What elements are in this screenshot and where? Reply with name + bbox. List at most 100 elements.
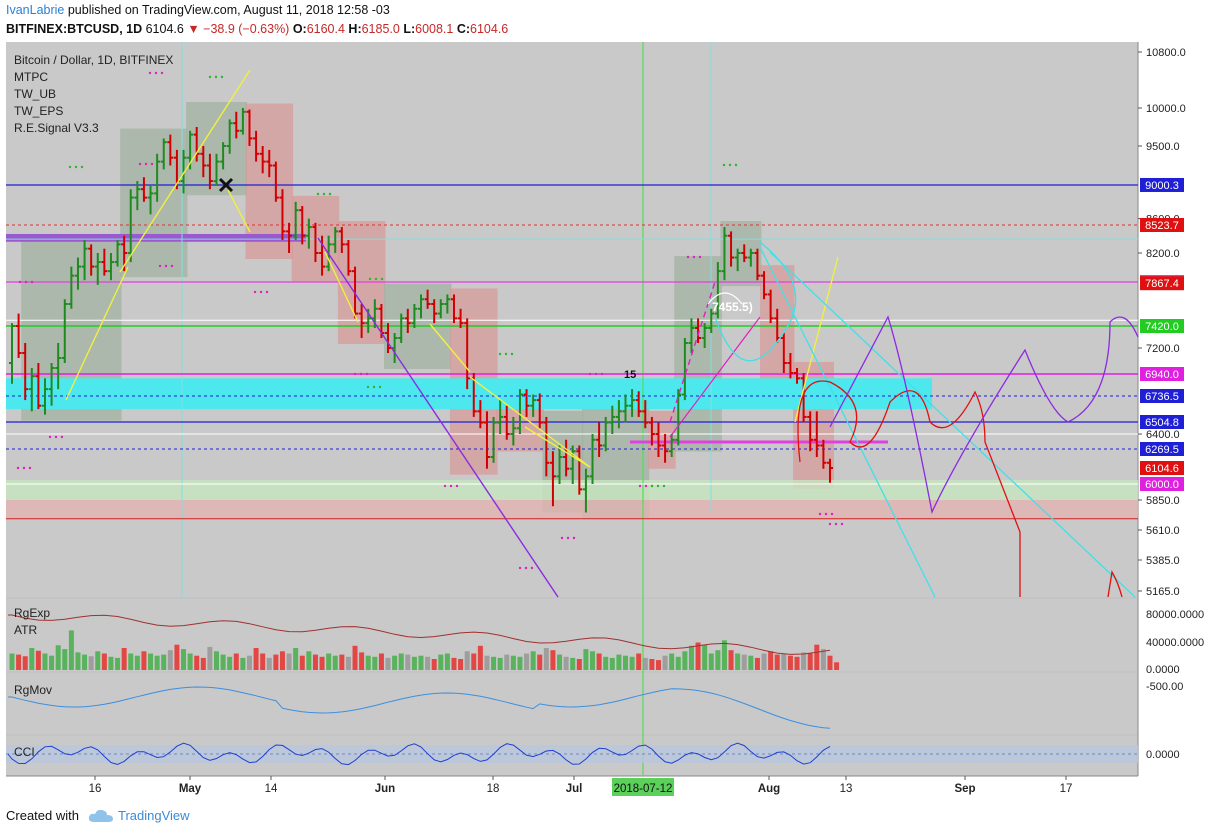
price-label: 7867.4 — [1145, 278, 1179, 290]
ohlc-bar — [483, 411, 490, 469]
price-label-bg — [1140, 442, 1184, 456]
signal-dot — [818, 512, 822, 516]
ohlc-bar — [741, 244, 748, 263]
ohlc-bar — [114, 240, 121, 267]
volume-bar — [128, 653, 134, 670]
time-axis-bg[interactable] — [6, 776, 1138, 800]
legend-title: Bitcoin / Dollar, 1D, BITFINEX — [14, 53, 173, 67]
ohlc-bar — [602, 416, 609, 452]
ohlc-bar — [140, 177, 147, 202]
ohlc-bar — [55, 343, 62, 390]
yellow-arrow — [324, 251, 359, 323]
volume-bar — [115, 657, 121, 670]
volume-bar — [596, 653, 602, 670]
tradingview-link[interactable]: TradingView — [118, 808, 190, 823]
chart-canvas[interactable]: 80000.0000 40000.0000 0.0000 -500.00 0.0000… — [0, 42, 1215, 800]
volume-bar — [372, 656, 378, 670]
signal-dot — [150, 162, 154, 166]
support-band — [6, 500, 1138, 519]
price-tick-label: 8200.0 — [1146, 248, 1180, 260]
volume-bar — [392, 655, 398, 670]
legend-mtpc[interactable]: MTPC — [14, 70, 48, 84]
rgmov-pane-bg[interactable] — [6, 673, 1138, 734]
price-label-bg — [1140, 177, 1184, 192]
magenta-arrow — [669, 316, 761, 438]
low-label: L: — [399, 22, 416, 36]
signal-dot — [378, 385, 382, 389]
volume-bar — [55, 645, 61, 670]
legend-tw-eps[interactable]: TW_EPS — [14, 104, 63, 118]
volume-bar — [570, 657, 576, 670]
volume-bar — [629, 656, 635, 670]
author-link[interactable]: IvanLabrie — [6, 3, 65, 17]
volume-bar — [715, 650, 721, 670]
cci-line — [7, 742, 831, 766]
ohlc-bar — [615, 400, 622, 429]
volume-bar — [95, 651, 101, 670]
target-arc — [707, 292, 743, 305]
close-value: 6104.6 — [470, 22, 509, 36]
volume-bar — [68, 630, 74, 670]
volume-bar — [141, 651, 147, 670]
ohlc-bar — [761, 271, 768, 300]
volume-bar — [510, 655, 516, 670]
ohlc-bar — [576, 445, 583, 495]
ohlc-bar — [701, 323, 708, 348]
signal-dot — [22, 466, 26, 470]
signal-dot — [80, 165, 84, 169]
ohlc-bar — [404, 308, 411, 333]
atr-line — [8, 614, 831, 655]
ohlc-bar — [88, 244, 95, 276]
ohlc-bar — [813, 411, 820, 458]
volume-bar — [16, 654, 22, 670]
ohlc-bar — [286, 222, 293, 253]
ohlc-bar — [549, 451, 556, 507]
ohlc-bar — [721, 227, 728, 281]
ohlc-bar — [563, 439, 570, 477]
ohlc-bar — [61, 299, 68, 363]
close-label: C: — [453, 22, 471, 36]
signal-dot — [449, 484, 453, 488]
signal-dot — [834, 522, 838, 526]
ohlc-bar — [767, 289, 774, 324]
volume-bar — [148, 653, 154, 670]
price-tick-label: 5385.0 — [1146, 555, 1180, 567]
volume-bar — [49, 655, 55, 670]
ohlc-bar — [787, 353, 794, 379]
signal-dot — [160, 71, 164, 75]
ohlc-bar — [516, 389, 523, 435]
volume-bar — [563, 656, 569, 670]
signal-dot — [840, 522, 844, 526]
yellow-arrow — [227, 189, 251, 233]
volume-bar — [352, 645, 358, 670]
legend-tw-ub[interactable]: TW_UB — [14, 87, 56, 101]
volume-bar — [101, 653, 107, 670]
ohlc-bar — [154, 153, 161, 202]
volume-bar — [273, 654, 279, 670]
x-marker-icon — [218, 177, 234, 193]
volume-bar — [471, 653, 477, 670]
legend-re-signal[interactable]: R.E.Signal V3.3 — [14, 121, 99, 135]
signal-dot — [518, 566, 522, 570]
volume-bar — [774, 654, 780, 670]
volume-bar — [814, 644, 820, 670]
ohlc-bar — [167, 134, 174, 166]
volume-bar — [378, 653, 384, 670]
price-label-bg — [1140, 461, 1184, 475]
volume-bar — [464, 651, 470, 670]
signal-dot — [220, 75, 224, 79]
chart-header: IvanLabrie published on TradingView.com,… — [0, 0, 1215, 42]
volume-bar — [768, 651, 774, 670]
ohlc-bar — [490, 416, 497, 463]
signal-dot — [722, 163, 726, 167]
signal-dot — [374, 277, 378, 281]
volume-bar — [649, 659, 655, 670]
ohlc-bar — [543, 416, 550, 477]
volume-bar — [537, 654, 543, 670]
price-label: 6000.0 — [1145, 479, 1179, 491]
volume-bar — [207, 646, 213, 670]
price-label-bg — [1140, 218, 1184, 232]
pane-label-atr: ATR — [14, 623, 37, 637]
volume-bar — [616, 654, 622, 670]
volume-bar — [108, 656, 114, 670]
